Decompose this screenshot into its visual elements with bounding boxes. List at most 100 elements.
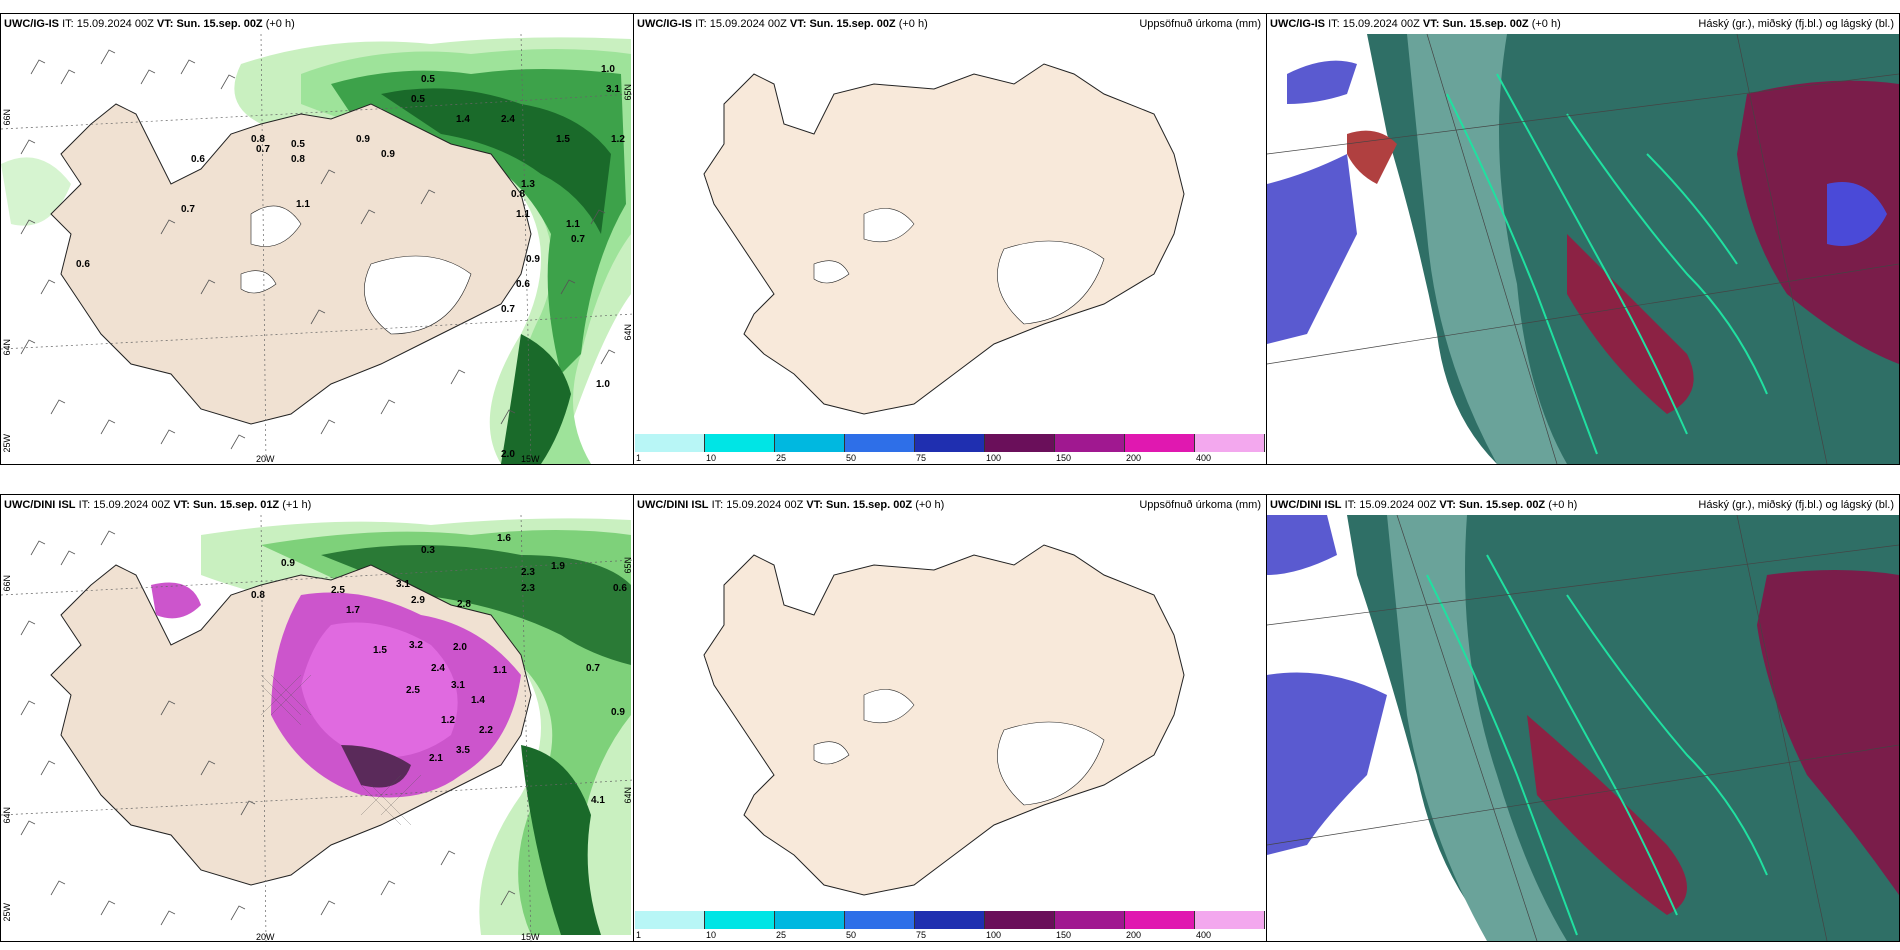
lead-time: (+1 h)	[282, 499, 312, 511]
precip-value: 2.5	[331, 585, 345, 596]
precip-value: 1.1	[296, 199, 310, 210]
precip-value: 0.5	[411, 94, 425, 105]
map-title: Háský (gr.), miðský (fj.bl.) og lágský (…	[1698, 18, 1894, 30]
colorbar-tick: 50	[846, 930, 857, 940]
map-title: Uppsöfnuð úrkoma (mm)	[1139, 499, 1261, 511]
colorbar-tick: 150	[1056, 930, 1072, 940]
init-time-label: IT:	[62, 18, 74, 30]
map-panel-ig-precip-wind: UWC/IG-IS IT: 15.09.2024 00Z VT: Sun. 15…	[0, 13, 634, 465]
init-time-label: IT:	[695, 18, 707, 30]
precip-value: 1.7	[346, 605, 360, 616]
colorbar-tick: 100	[986, 930, 1002, 940]
lon-label: 15W	[521, 454, 540, 464]
cloud-cover-map	[1267, 34, 1899, 464]
colorbar-swatch	[635, 434, 705, 452]
precip-value: 3.5	[456, 745, 470, 756]
precip-value: 0.6	[516, 279, 530, 290]
lat-label: 64N	[623, 787, 633, 804]
accum-precip-map	[634, 515, 1266, 913]
colorbar-swatch	[705, 911, 775, 929]
colorbar-swatch	[1195, 911, 1265, 929]
precip-value: 1.2	[441, 715, 455, 726]
precip-value: 2.4	[431, 663, 445, 674]
precip-value: 1.2	[611, 134, 625, 145]
precip-value: 3.1	[451, 680, 465, 691]
lead-time: (+0 h)	[1531, 18, 1561, 30]
panel-header: UWC/DINI ISL IT: 15.09.2024 00Z VT: Sun.…	[1267, 495, 1899, 515]
precip-value: 0.7	[181, 204, 195, 215]
lead-time: (+0 h)	[265, 18, 295, 30]
colorbar-tick: 100	[986, 453, 1002, 463]
colorbar-tick: 1	[636, 453, 642, 463]
precip-value: 3.1	[606, 84, 620, 95]
colorbar-tick: 400	[1196, 453, 1212, 463]
precip-wind-map	[1, 34, 633, 464]
map-panel-dini-accum-precip: UWC/DINI ISL IT: 15.09.2024 00Z VT: Sun.…	[633, 494, 1267, 942]
precip-value: 0.5	[291, 139, 305, 150]
colorbar-swatch	[775, 911, 845, 929]
iceland-land	[50, 103, 532, 425]
colorbar-swatch	[985, 911, 1055, 929]
colorbar-swatch	[915, 434, 985, 452]
colorbar-swatch	[985, 434, 1055, 452]
precip-value: 2.4	[501, 114, 515, 125]
precip-value: 1.0	[596, 379, 610, 390]
lead-time: (+0 h)	[898, 18, 928, 30]
lat-label: 65N	[623, 84, 633, 101]
model-source: UWC/DINI ISL	[1270, 499, 1342, 511]
colorbar-tick: 400	[1196, 930, 1212, 940]
init-time: 15.09.2024 00Z	[709, 18, 787, 30]
colorbar-tick: 200	[1126, 453, 1142, 463]
precip-value: 1.3	[521, 179, 535, 190]
precip-value: 1.6	[497, 533, 511, 544]
panel-header: UWC/IG-IS IT: 15.09.2024 00Z VT: Sun. 15…	[634, 14, 1266, 34]
map-panel-ig-accum-precip: UWC/IG-IS IT: 15.09.2024 00Z VT: Sun. 15…	[633, 13, 1267, 465]
colorbar-swatch	[845, 434, 915, 452]
model-source: UWC/IG-IS	[1270, 18, 1325, 30]
valid-time: Sun. 15.sep. 00Z	[809, 18, 896, 30]
lon-label: 20W	[256, 932, 275, 942]
colorbar-swatch	[1055, 911, 1125, 929]
map-title: Uppsöfnuð úrkoma (mm)	[1139, 18, 1261, 30]
precip-value: 0.7	[571, 234, 585, 245]
colorbar-tick: 75	[916, 453, 927, 463]
precip-value: 1.1	[493, 665, 507, 676]
init-time: 15.09.2024 00Z	[93, 499, 171, 511]
map-title: Háský (gr.), miðský (fj.bl.) og lágský (…	[1698, 499, 1894, 511]
iceland-land	[703, 63, 1185, 415]
precip-value: 0.9	[381, 149, 395, 160]
valid-time-label: VT:	[173, 499, 190, 511]
colorbar-tick: 10	[706, 930, 717, 940]
init-time-label: IT:	[711, 499, 724, 511]
precip-value: 0.7	[501, 304, 515, 315]
precip-value: 1.4	[471, 695, 485, 706]
precip-value: 1.5	[556, 134, 570, 145]
precip-value: 3.2	[409, 640, 423, 651]
valid-time: Sun. 15.sep. 00Z	[825, 499, 913, 511]
colorbar-swatches	[635, 911, 1265, 929]
lon-label: 25W	[2, 434, 12, 453]
lat-label: 64N	[623, 324, 633, 341]
lat-label: 66N	[2, 575, 12, 592]
precip-value: 0.9	[356, 134, 370, 145]
precip-value: 0.7	[586, 663, 600, 674]
colorbar-swatch	[1125, 434, 1195, 452]
precip-value: 0.9	[526, 254, 540, 265]
map-panel-dini-clouds: UWC/DINI ISL IT: 15.09.2024 00Z VT: Sun.…	[1266, 494, 1900, 942]
precip-value: 2.2	[479, 725, 493, 736]
valid-time-label: VT:	[1439, 499, 1456, 511]
lon-label: 20W	[256, 454, 275, 464]
precip-value: 1.9	[551, 561, 565, 572]
init-time-label: IT:	[78, 499, 91, 511]
lon-label: 15W	[521, 932, 540, 942]
model-source: UWC/IG-IS	[637, 18, 692, 30]
precip-value: 0.3	[421, 545, 435, 556]
colorbar-tick: 150	[1056, 453, 1072, 463]
precip-value: 2.0	[453, 642, 467, 653]
precip-value: 0.5	[421, 74, 435, 85]
precip-value: 1.5	[373, 645, 387, 656]
precip-value: 4.1	[591, 795, 605, 806]
precip-value: 0.8	[511, 189, 525, 200]
precip-value: 0.6	[613, 583, 627, 594]
panel-header: UWC/IG-IS IT: 15.09.2024 00Z VT: Sun. 15…	[1, 14, 633, 34]
